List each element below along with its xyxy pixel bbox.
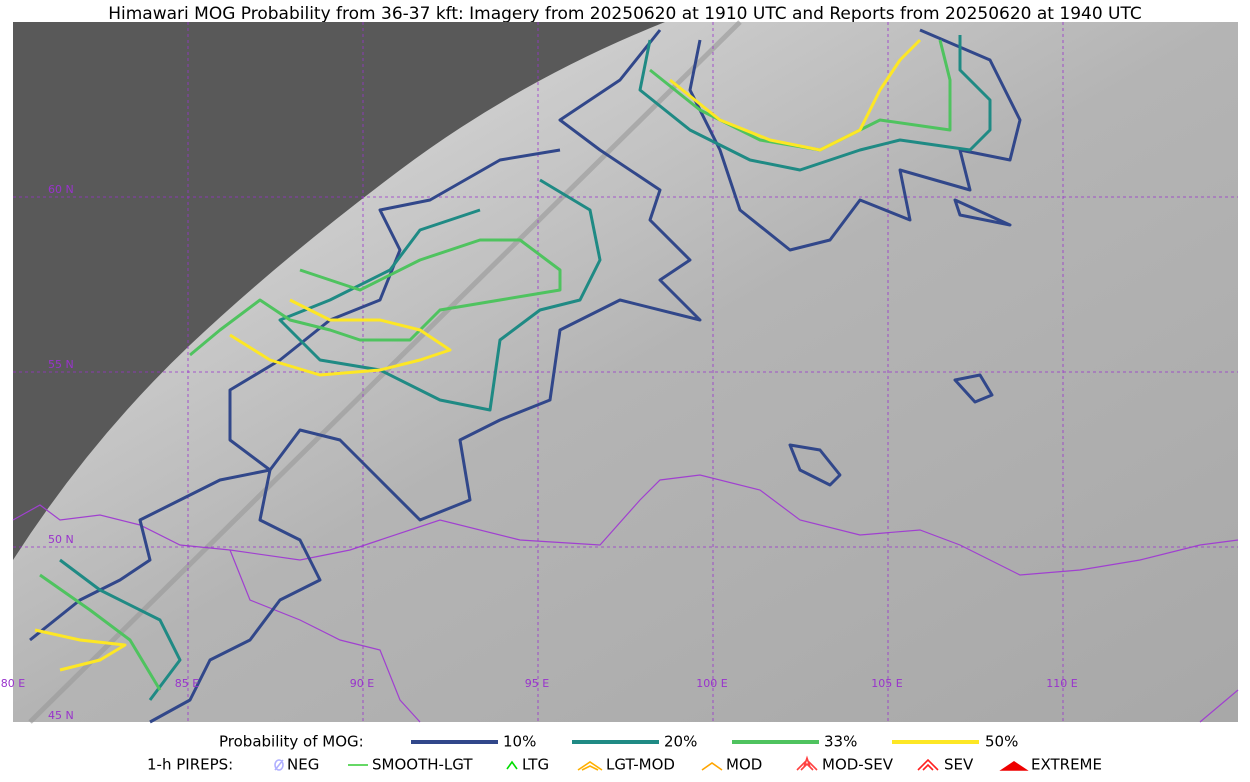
lon-label: 80 E <box>1 677 25 690</box>
legend-symbol <box>999 761 1029 771</box>
legend-symbol <box>577 761 603 771</box>
legend-label: 20% <box>664 733 697 751</box>
title: Himawari MOG Probability from 36-37 kft:… <box>108 4 1142 24</box>
lon-label: 90 E <box>350 677 374 690</box>
lat-label: 45 N <box>48 709 74 722</box>
legend-label: EXTREME <box>1031 756 1102 774</box>
geo-labels: 60 N 55 N 50 N 45 N 80 E 85 E 90 E 95 E … <box>1 183 1078 722</box>
legend-symbol <box>701 762 723 771</box>
legend-label: SMOOTH-LGT <box>372 756 473 774</box>
lon-label: 85 E <box>175 677 199 690</box>
lon-label: 105 E <box>871 677 902 690</box>
legend-symbol <box>917 758 939 771</box>
legend-label: MOD-SEV <box>822 756 894 774</box>
borders <box>12 474 1239 723</box>
legend-label: NEG <box>287 756 319 774</box>
legend-label: MOD <box>726 756 762 774</box>
lat-label: 60 N <box>48 183 74 196</box>
legend-label: LTG <box>522 756 549 774</box>
lon-label: 100 E <box>696 677 727 690</box>
legend-title: Probability of MOG: <box>219 733 364 751</box>
legend-symbol <box>274 759 284 771</box>
legend-label: 33% <box>824 733 857 751</box>
legend-label: LGT-MOD <box>606 756 675 774</box>
space <box>13 22 665 560</box>
legend: Probability of MOG: 1-h PIREPS: 10% 20% 33… <box>147 733 1102 774</box>
legend-label: 10% <box>503 733 536 751</box>
legend-label: SEV <box>944 756 974 774</box>
lon-label: 110 E <box>1046 677 1077 690</box>
legend-title: 1-h PIREPS: <box>147 756 233 774</box>
contours <box>29 28 1022 724</box>
map: 60 N 55 N 50 N 45 N 80 E 85 E 90 E 95 E … <box>1 20 1239 724</box>
legend-symbol <box>796 755 818 771</box>
lat-label: 55 N <box>48 358 74 371</box>
legend-symbol <box>506 760 518 770</box>
lat-label: 50 N <box>48 533 74 546</box>
legend-label: 50% <box>985 733 1018 751</box>
lon-label: 95 E <box>525 677 549 690</box>
